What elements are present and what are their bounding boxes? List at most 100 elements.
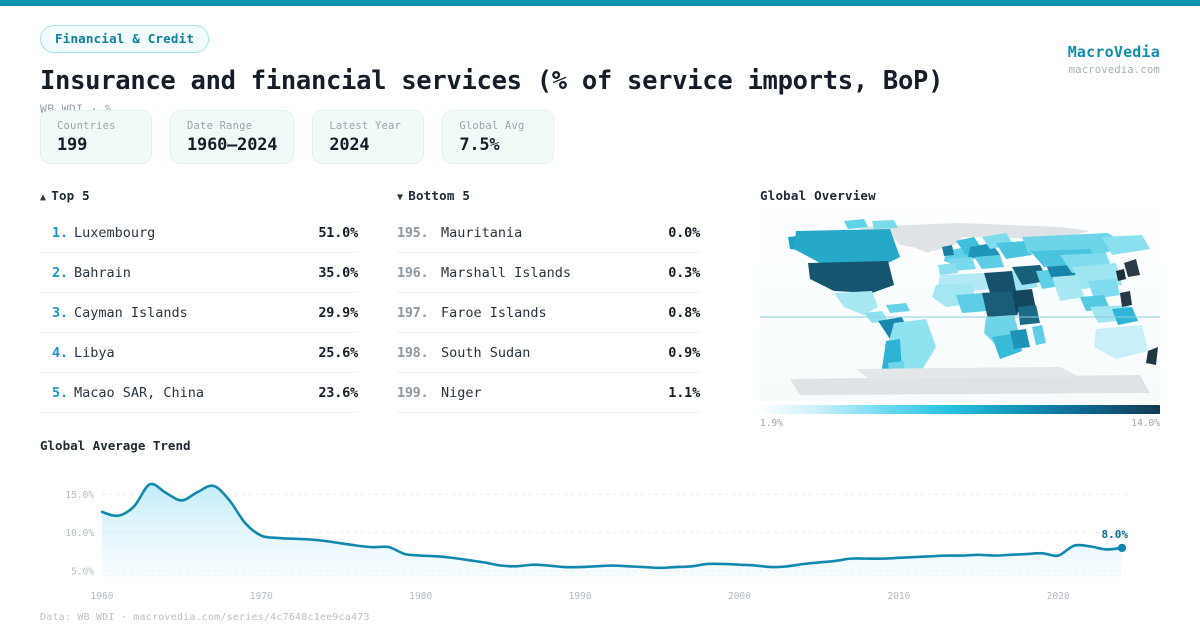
country-name: South Sudan [441, 344, 531, 361]
country-value: 1.1% [668, 384, 700, 401]
stat-value: 1960–2024 [187, 135, 278, 155]
brand-name: MacroVedia [1067, 43, 1160, 61]
country-name: Cayman Islands [74, 304, 188, 321]
top-5-heading: ▲ Top 5 [40, 188, 358, 203]
legend-min-label: 1.9% [760, 418, 783, 429]
top-accent-bar [0, 0, 1200, 6]
caret-up-icon: ▲ [40, 192, 47, 203]
chart-line [100, 482, 1124, 570]
stat-card-date-range: Date Range 1960–2024 [170, 110, 295, 164]
rank: 197. [397, 304, 429, 321]
svg-text:10.0%: 10.0% [65, 528, 94, 539]
stat-label: Global Avg [459, 120, 525, 132]
rank: 3. [52, 304, 68, 321]
legend-labels: 1.9% 14.0% [760, 418, 1160, 429]
country-name: Bahrain [74, 264, 131, 281]
rank: 2. [52, 264, 68, 281]
chart-area-fill [102, 483, 1122, 577]
caret-down-icon: ▼ [397, 192, 404, 203]
trend-chart[interactable]: 5.0% 10.0% 15.0% 8.0% 1960 1970 1980 1990 2000… [40, 465, 1160, 605]
country-name: Libya [74, 344, 115, 361]
svg-text:2000: 2000 [728, 591, 751, 602]
stat-value: 7.5% [459, 135, 500, 155]
svg-text:5.0%: 5.0% [71, 566, 94, 577]
bottom-5-section: ▼ Bottom 5 195. Mauritania 0.0% 196. Mars… [397, 188, 700, 413]
table-row[interactable]: 4. Libya 25.6% [40, 333, 358, 373]
legend-max-label: 14.0% [1131, 418, 1160, 429]
table-row[interactable]: 3. Cayman Islands 29.9% [40, 293, 358, 333]
bottom-5-heading-label: Bottom 5 [408, 188, 471, 203]
legend-gradient-bar [760, 405, 1160, 414]
map-legend: 1.9% 14.0% [760, 405, 1160, 429]
bottom-5-heading: ▼ Bottom 5 [397, 188, 700, 203]
table-row[interactable]: 198. South Sudan 0.9% [397, 333, 700, 373]
chart-end-label: 8.0% [1102, 528, 1129, 541]
rank: 1. [52, 224, 68, 241]
page-root: Financial & Credit Insurance and financi… [0, 6, 1200, 630]
table-row[interactable]: 197. Faroe Islands 0.8% [397, 293, 700, 333]
trend-section: Global Average Trend 5.0% 10.0% 15.0% 8.0%… [40, 438, 1160, 605]
rank: 4. [52, 344, 68, 361]
rank: 196. [397, 264, 429, 281]
stat-card-countries: Countries 199 [40, 110, 152, 164]
map-landmasses [788, 219, 1158, 395]
stat-label: Latest Year [329, 120, 402, 132]
country-value: 51.0% [318, 224, 358, 241]
country-value: 29.9% [318, 304, 358, 321]
stat-card-latest-year: Latest Year 2024 [312, 110, 425, 164]
chart-end-point [1117, 543, 1127, 553]
country-name: Mauritania [441, 224, 523, 241]
country-value: 0.0% [668, 224, 700, 241]
country-name: Macao SAR, China [74, 384, 205, 401]
bottom-5-rows: 195. Mauritania 0.0% 196. Marshall Islan… [397, 213, 700, 413]
table-row[interactable]: 1. Luxembourg 51.0% [40, 213, 358, 253]
svg-text:2010: 2010 [887, 591, 910, 602]
table-row[interactable]: 199. Niger 1.1% [397, 373, 700, 413]
svg-text:2020: 2020 [1047, 591, 1070, 602]
table-row[interactable]: 196. Marshall Islands 0.3% [397, 253, 700, 293]
top-5-rows: 1. Luxembourg 51.0% 2. Bahrain 35.0% 3. … [40, 213, 358, 413]
global-overview-section: Global Overview [760, 188, 1160, 429]
trend-heading: Global Average Trend [40, 438, 191, 453]
country-value: 25.6% [318, 344, 358, 361]
svg-text:1970: 1970 [250, 591, 273, 602]
rank: 198. [397, 344, 429, 361]
svg-text:1980: 1980 [409, 591, 432, 602]
table-row[interactable]: 5. Macao SAR, China 23.6% [40, 373, 358, 413]
country-name: Faroe Islands [441, 304, 547, 321]
stat-value: 199 [57, 135, 88, 155]
rank: 199. [397, 384, 429, 401]
page-title: Insurance and financial services (% of s… [40, 66, 944, 96]
country-name: Marshall Islands [441, 264, 572, 281]
category-badge[interactable]: Financial & Credit [40, 25, 210, 53]
svg-text:1960: 1960 [91, 591, 114, 602]
rank: 195. [397, 224, 429, 241]
country-value: 0.3% [668, 264, 700, 281]
country-value: 23.6% [318, 384, 358, 401]
rank: 5. [52, 384, 68, 401]
country-value: 35.0% [318, 264, 358, 281]
brand[interactable]: MacroVedia macrovedia.com [1068, 43, 1160, 76]
top-5-section: ▲ Top 5 1. Luxembourg 51.0% 2. Bahrain 35… [40, 188, 358, 413]
country-name: Luxembourg [74, 224, 156, 241]
table-row[interactable]: 195. Mauritania 0.0% [397, 213, 700, 253]
svg-text:1990: 1990 [569, 591, 592, 602]
table-row[interactable]: 2. Bahrain 35.0% [40, 253, 358, 293]
chart-x-axis-labels: 1960 1970 1980 1990 2000 2010 2020 [91, 591, 1070, 602]
stat-card-global-avg: Global Avg 7.5% [442, 110, 555, 164]
footer-text: Data: WB WDI · macrovedia.com/series/4c7… [40, 612, 370, 623]
stat-label: Countries [57, 120, 116, 132]
brand-url: macrovedia.com [1068, 64, 1160, 76]
map-heading: Global Overview [760, 188, 876, 203]
country-value: 0.9% [668, 344, 700, 361]
country-value: 0.8% [668, 304, 700, 321]
top-5-heading-label: Top 5 [51, 188, 90, 203]
stat-value: 2024 [329, 135, 370, 155]
header: Financial & Credit Insurance and financi… [40, 25, 1160, 116]
country-name: Niger [441, 384, 482, 401]
chart-y-axis-labels: 5.0% 10.0% 15.0% [65, 490, 94, 578]
svg-text:15.0%: 15.0% [65, 490, 94, 501]
stat-label: Date Range [187, 120, 253, 132]
choropleth-map[interactable] [760, 211, 1160, 401]
stat-cards: Countries 199 Date Range 1960–2024 Lates… [40, 110, 555, 164]
